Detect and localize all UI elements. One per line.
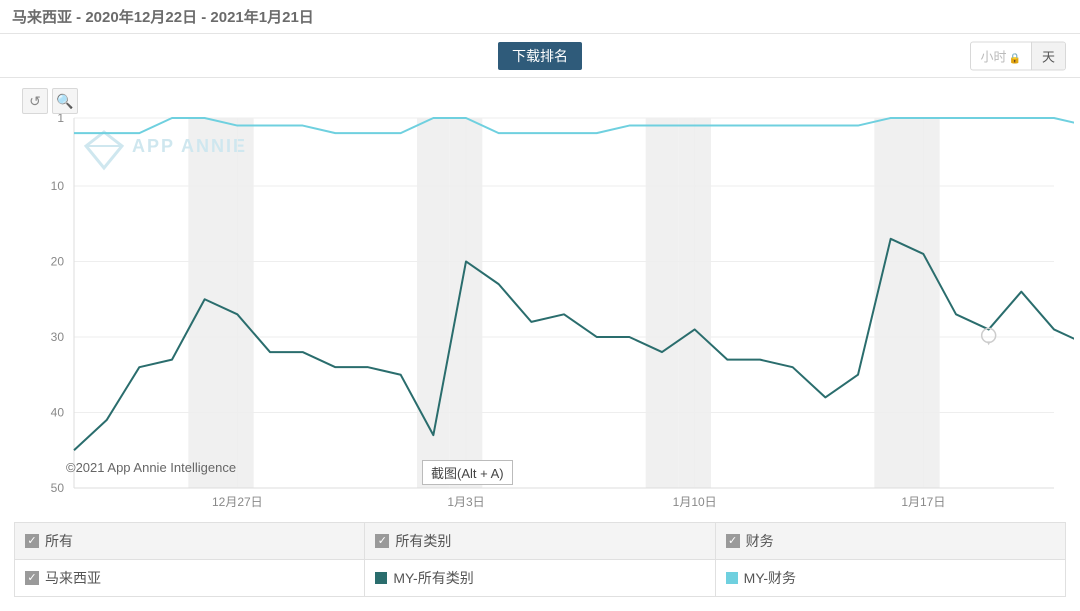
checkbox-icon[interactable]: ✓ [375,534,389,548]
svg-text:1月17日: 1月17日 [901,495,945,509]
header-title: 马来西亚 - 2020年12月22日 - 2021年1月21日 [12,9,314,26]
svg-text:50: 50 [51,481,65,495]
reset-zoom-button[interactable]: ↺ [22,88,48,114]
checkbox-icon[interactable]: ✓ [25,571,39,585]
copyright-label: ©2021 App Annie Intelligence [66,460,236,475]
chart-area: ↺ 🔍 APP ANNIE1102030405012月27日1月3日1月10日1… [0,78,1080,518]
legend-header-cell[interactable]: ✓ 所有类别 [365,523,715,559]
checkbox-icon[interactable]: ✓ [726,534,740,548]
legend-table: ✓ 所有 ✓ 所有类别 ✓ 财务 ✓ 马来西亚 MY-所有类别 MY-财务 [14,522,1066,597]
svg-text:30: 30 [51,330,65,344]
series-swatch [726,572,738,584]
zoom-button[interactable]: 🔍 [52,88,78,114]
download-rank-button[interactable]: 下载排名 [498,42,582,70]
svg-text:1月10日: 1月10日 [673,495,717,509]
svg-text:40: 40 [51,405,65,419]
lock-icon: 🔒 [1009,53,1021,64]
chart-controls: ↺ 🔍 [22,88,78,114]
svg-text:APP ANNIE: APP ANNIE [132,136,247,156]
toolbar: 下载排名 小时🔒 天 [0,34,1080,78]
legend-header-row: ✓ 所有 ✓ 所有类别 ✓ 财务 [15,523,1065,560]
rank-chart: APP ANNIE1102030405012月27日1月3日1月10日1月17日 [14,88,1074,518]
legend-cell[interactable]: ✓ 马来西亚 [15,560,365,596]
day-toggle[interactable]: 天 [1031,42,1065,69]
svg-text:10: 10 [51,179,65,193]
legend-header-cell[interactable]: ✓ 所有 [15,523,365,559]
svg-text:20: 20 [51,254,65,268]
legend-header-cell[interactable]: ✓ 财务 [716,523,1065,559]
checkbox-icon[interactable]: ✓ [25,534,39,548]
svg-text:12月27日: 12月27日 [212,495,263,509]
legend-data-row: ✓ 马来西亚 MY-所有类别 MY-财务 [15,560,1065,596]
legend-cell[interactable]: MY-财务 [716,560,1065,596]
time-granularity-toggle[interactable]: 小时🔒 天 [970,41,1066,70]
svg-text:1月3日: 1月3日 [447,495,484,509]
hour-toggle[interactable]: 小时🔒 [971,42,1031,69]
legend-cell[interactable]: MY-所有类别 [365,560,715,596]
series-swatch [375,572,387,584]
screenshot-tooltip: 截图(Alt + A) [422,460,513,485]
page-header: 马来西亚 - 2020年12月22日 - 2021年1月21日 [0,0,1080,34]
